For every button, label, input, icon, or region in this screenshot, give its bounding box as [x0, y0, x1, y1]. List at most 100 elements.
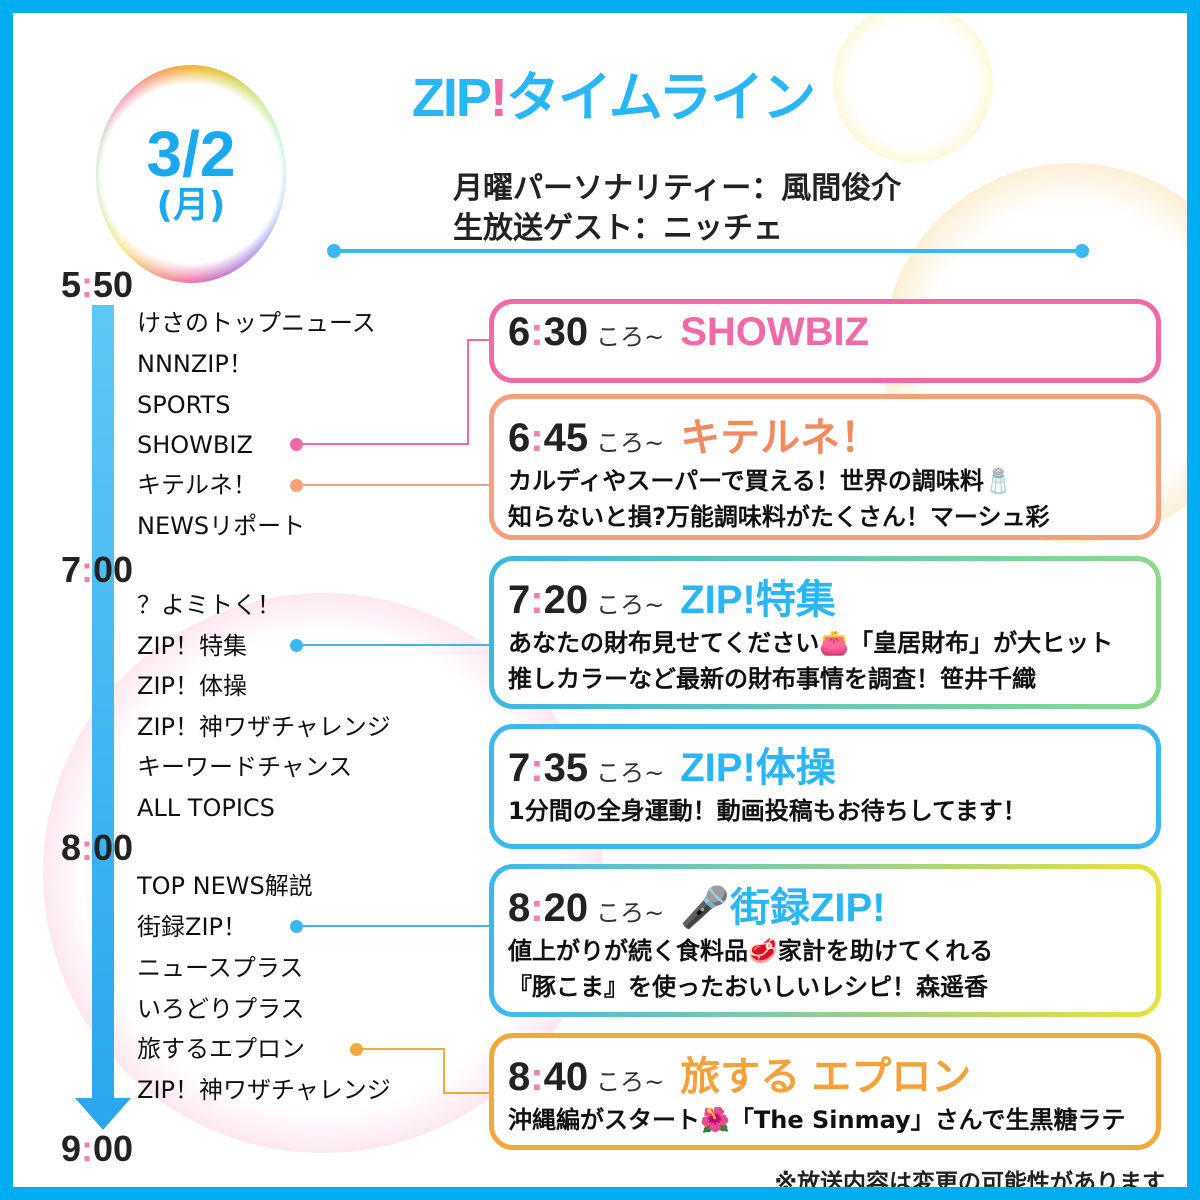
- title-zip: ZIP: [411, 68, 492, 128]
- colon: :: [530, 310, 544, 354]
- program-card: 6:45 ころ~ キテルネ！ カルディやスーパーで買える！世界の調味料🧂 知らないと損?…: [489, 394, 1161, 540]
- card-description: カルディやスーパーで買える！世界の調味料🧂: [508, 467, 1014, 495]
- minute: 20: [543, 578, 589, 622]
- timeline-item: ALL TOPICS: [137, 794, 275, 822]
- timeline-item: SPORTS: [137, 391, 231, 419]
- colon: :: [81, 549, 94, 590]
- card-header: 7:35 ころ~ ZIP!体操: [508, 735, 1142, 793]
- minute: 50: [93, 264, 134, 305]
- hour: 7: [508, 578, 531, 622]
- connector-line: [467, 339, 469, 445]
- timeline-item: ？よミトく！: [137, 591, 281, 619]
- decor-bubble: [833, 13, 993, 163]
- hour: 7: [508, 746, 531, 790]
- hour: 7: [61, 549, 82, 590]
- connector-line: [296, 644, 491, 646]
- colon: :: [81, 264, 94, 305]
- time-suffix: ころ~: [596, 899, 665, 927]
- card-description: 知らないと損?万能調味料がたくさん！マーシュ彩: [508, 503, 1050, 531]
- time-suffix: ころ~: [596, 1068, 665, 1096]
- timeline-item: ZIP！体操: [137, 672, 247, 700]
- timeline-item: TOP NEWS解説: [137, 872, 313, 900]
- title-rest: タイムライン: [505, 68, 816, 128]
- card-header: 6:30 ころ~ SHOWBIZ: [508, 310, 1142, 368]
- time-suffix: ころ~: [596, 429, 665, 457]
- program-card: 6:30 ころ~ SHOWBIZ: [489, 299, 1161, 383]
- hour: 6: [508, 416, 531, 460]
- card-description: 1分間の全身運動！動画投稿もお待ちしてます！: [508, 797, 1027, 825]
- hour-label: 8:00: [61, 830, 133, 866]
- hour-label: 5:50: [61, 267, 133, 303]
- program-logo: キテルネ！: [680, 416, 881, 460]
- timeline-item: ZIP！特集: [137, 632, 247, 660]
- card-time: 6:45: [508, 416, 588, 461]
- connector-line: [443, 1048, 445, 1094]
- minute: 00: [93, 549, 134, 590]
- card-time: 6:30: [508, 310, 588, 355]
- colon: :: [530, 578, 544, 622]
- program-card: 8:40 ころ~ 旅する エプロン 沖縄編がスタート🌺「The Sinmay」さんで生…: [489, 1033, 1161, 1150]
- colon: :: [530, 886, 544, 930]
- card-description: 『豚こま』を使ったおいしいレシピ！森遥香: [508, 973, 988, 1001]
- card-description: 値上がりが続く食料品🥩家計を助けてくれる: [508, 937, 994, 965]
- card-header: 7:20 ころ~ ZIP!特集: [508, 567, 1142, 625]
- hour: 6: [508, 310, 531, 354]
- page-title: ZIP!タイムライン: [373, 53, 853, 132]
- timeline-item: ZIP！神ワザチャレンジ: [137, 1076, 391, 1104]
- hour: 8: [508, 886, 531, 930]
- hour: 5: [61, 264, 82, 305]
- connector-line: [296, 443, 468, 445]
- disclaimer: ※放送内容は変更の可能性があります: [774, 1170, 1165, 1196]
- minute: 30: [543, 310, 589, 354]
- timeline-item: ZIP！神ワザチャレンジ: [137, 713, 391, 741]
- guest: 生放送ゲスト：ニッチェ: [453, 211, 783, 246]
- connector-line: [467, 339, 491, 341]
- timeline-arrow: [92, 305, 114, 1105]
- timeline-item: いろどりプラス: [137, 995, 305, 1023]
- divider: [327, 244, 1089, 258]
- weekday: (月): [156, 185, 226, 226]
- timeline-item: けさのトップニュース: [137, 309, 376, 337]
- date-badge: 3/2 (月): [96, 65, 286, 283]
- timeline-item: NNNZIP！: [137, 350, 253, 378]
- program-logo: ZIP!特集: [680, 578, 836, 622]
- program-logo: 🎤街録ZIP!: [680, 886, 886, 930]
- card-header: 8:20 ころ~ 🎤街録ZIP!: [508, 875, 1142, 933]
- colon: :: [530, 416, 544, 460]
- card-time: 7:35: [508, 746, 588, 791]
- hour-label: 9:00: [61, 1131, 133, 1167]
- time-suffix: ころ~: [596, 323, 665, 351]
- colon: :: [81, 1128, 94, 1169]
- connector-line: [443, 1092, 491, 1094]
- hour-label: 7:00: [61, 552, 133, 588]
- connector-line: [296, 925, 491, 927]
- minute: 40: [543, 1055, 589, 1099]
- program-logo: ZIP!体操: [680, 746, 836, 790]
- timeline-item: 旅するエプロン: [137, 1035, 305, 1063]
- minute: 00: [93, 827, 134, 868]
- timeline-item: キーワードチャンス: [137, 753, 353, 781]
- timeline-item: SHOWBIZ: [137, 431, 253, 459]
- minute: 00: [93, 1128, 134, 1169]
- card-header: 6:45 ころ~ キテルネ！: [508, 405, 1142, 463]
- minute: 35: [543, 746, 589, 790]
- hour: 8: [508, 1055, 531, 1099]
- time-suffix: ころ~: [596, 759, 665, 787]
- card-time: 8:40: [508, 1055, 588, 1100]
- colon: :: [530, 746, 544, 790]
- program-card: 7:20 ころ~ ZIP!特集 あなたの財布見せてください👛「皇居財布」が大ヒット 推し…: [489, 556, 1161, 709]
- program-logo: SHOWBIZ: [680, 310, 870, 354]
- card-description: 推しカラーなど最新の財布事情を調査！笹井千織: [508, 665, 1036, 693]
- hour: 9: [61, 1128, 82, 1169]
- program-card: 8:20 ころ~ 🎤街録ZIP! 値上がりが続く食料品🥩家計を助けてくれる 『豚こま』を…: [489, 864, 1161, 1017]
- colon: :: [530, 1055, 544, 1099]
- timeline-item: キテルネ！: [137, 471, 257, 499]
- time-suffix: ころ~: [596, 591, 665, 619]
- personality: 月曜パーソナリティー：風間俊介: [453, 171, 902, 206]
- card-time: 8:20: [508, 886, 588, 931]
- colon: :: [81, 827, 94, 868]
- program-logo: 旅する エプロン: [680, 1055, 972, 1099]
- date: 3/2: [146, 118, 236, 190]
- timeline-item: ニュースプラス: [137, 954, 304, 982]
- connector-line: [356, 1048, 444, 1050]
